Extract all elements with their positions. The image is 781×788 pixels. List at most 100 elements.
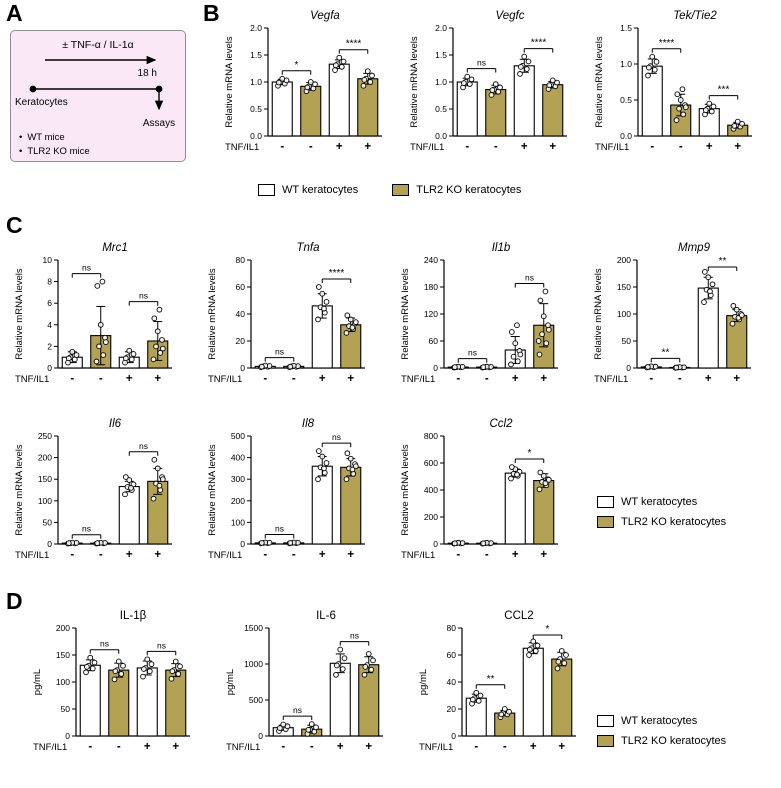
bar: [697, 287, 719, 369]
y-tick-label: 100: [38, 496, 52, 506]
y-axis-label: Relative mRNA levels: [207, 268, 218, 360]
data-point: [94, 540, 101, 546]
endpoint-label: Assays: [143, 118, 175, 129]
data-point: [680, 111, 687, 118]
y-tick-label: 500: [231, 431, 245, 441]
significance-label: **: [662, 347, 670, 358]
data-point: [729, 320, 736, 327]
data-point: [705, 274, 712, 281]
chart-mmp9: Mmp9 Relative mRNA levels 0 50 100 150 200 - - + +…: [591, 238, 769, 408]
y-tick-label: 0: [451, 731, 456, 741]
y-axis-label: Relative mRNA levels: [224, 36, 235, 128]
y-axis-label: Relative mRNA levels: [400, 444, 411, 536]
y-tick-label: 1.5: [250, 50, 262, 60]
data-point: [542, 288, 549, 295]
chart-il1b: Il1b Relative mRNA levels 0 60 120 180 240 - - + +…: [398, 238, 576, 408]
data-point: [497, 84, 503, 91]
data-point: [65, 540, 72, 546]
y-tick-label: 40: [236, 309, 246, 319]
panel-c-label: C: [6, 212, 23, 238]
y-tick-label: 1.5: [435, 50, 447, 60]
significance-label: ns: [350, 631, 359, 641]
y-axis-label: Relative mRNA levels: [400, 268, 411, 360]
bar: [300, 85, 322, 137]
data-point: [154, 328, 161, 335]
y-tick-label: 200: [424, 512, 438, 522]
bar: [641, 65, 663, 137]
y-tick-label: 100: [617, 309, 631, 319]
data-point: [341, 655, 348, 662]
data-point: [468, 76, 475, 83]
data-point: [343, 330, 350, 336]
chart-title: IL-1β: [120, 610, 147, 622]
y-axis-label: pg/mL: [225, 669, 236, 695]
y-tick-label: 60: [236, 282, 246, 292]
duration-label: 18 h: [138, 68, 157, 79]
data-point: [151, 456, 158, 463]
data-point: [555, 658, 562, 665]
data-point: [172, 658, 179, 665]
data-point: [151, 315, 158, 322]
y-tick-label: 1.0: [620, 59, 632, 69]
data-point: [276, 725, 283, 731]
data-point: [89, 665, 96, 672]
data-point: [130, 351, 137, 357]
y-tick-label: 1.0: [435, 77, 447, 87]
data-point: [349, 324, 356, 331]
x-tick-label: -: [117, 741, 121, 753]
data-point: [336, 54, 343, 61]
timeline-end-dot: [155, 85, 163, 93]
data-point: [558, 648, 565, 654]
x-tick-label: -: [503, 741, 507, 753]
data-point: [93, 358, 100, 365]
y-tick-label: 50: [622, 336, 632, 346]
data-point: [168, 675, 175, 682]
chart-title: Il1b: [492, 242, 511, 254]
data-point: [122, 474, 129, 480]
y-axis-label: Relative mRNA levels: [409, 36, 420, 128]
x-tick-label: -: [309, 141, 313, 153]
x-axis-row-label: TNF/IL1: [594, 374, 628, 385]
data-point: [126, 347, 133, 354]
y-tick-label: 60: [429, 336, 439, 346]
x-tick-label: -: [281, 741, 285, 753]
y-tick-label: 250: [38, 431, 52, 441]
x-tick-label: +: [172, 741, 179, 753]
y-tick-label: 40: [447, 677, 457, 687]
data-point: [645, 64, 652, 71]
chart-il6-elisa: IL-6 pg/mL 0 500 1000 1500 - - + + TNF/IL1 ns ns: [223, 606, 401, 776]
data-point: [651, 66, 658, 73]
data-point: [508, 475, 514, 482]
significance-label: ns: [139, 291, 148, 301]
x-tick-label: +: [549, 141, 556, 153]
data-point: [333, 671, 339, 678]
data-point: [512, 340, 519, 347]
x-tick-label: +: [540, 373, 547, 385]
data-point: [514, 322, 520, 329]
legend-ko: TLR2 KO keratocytes: [597, 735, 726, 747]
data-point: [521, 53, 528, 60]
data-point: [347, 455, 354, 462]
x-tick-label: +: [540, 549, 547, 561]
x-tick-label: +: [319, 549, 326, 561]
x-axis-row-label: TNF/IL1: [419, 742, 453, 753]
data-point: [508, 464, 515, 470]
x-axis-row-label: TNF/IL1: [15, 374, 49, 385]
y-tick-label: 0.5: [620, 95, 632, 105]
x-axis-row-label: TNF/IL1: [208, 374, 242, 385]
data-point: [530, 638, 537, 645]
y-tick-label: 400: [231, 453, 245, 463]
data-point: [536, 486, 543, 493]
bar: [456, 81, 478, 137]
data-point: [112, 668, 119, 675]
data-point: [517, 71, 523, 77]
data-point: [508, 361, 514, 368]
data-point: [115, 658, 122, 665]
significance-label: ***: [718, 85, 730, 96]
legend-ko-label: TLR2 KO keratocytes: [621, 735, 727, 747]
x-tick-label: -: [70, 549, 74, 561]
data-point: [506, 708, 512, 715]
data-point: [488, 92, 495, 98]
data-point: [122, 491, 128, 498]
